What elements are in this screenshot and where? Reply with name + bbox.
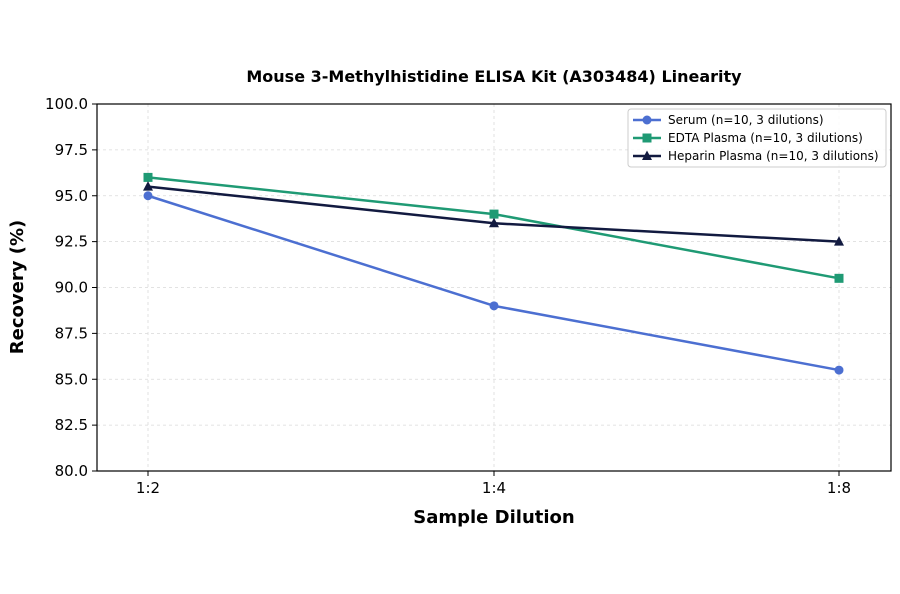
x-tick-label: 1:4 <box>482 479 506 497</box>
series-3 <box>143 181 844 246</box>
x-tick-label: 1:8 <box>827 479 851 497</box>
y-tick-label: 95.0 <box>55 187 88 205</box>
data-point <box>143 191 153 201</box>
y-tick-label: 100.0 <box>45 95 88 113</box>
legend: Serum (n=10, 3 dilutions) EDTA Plasma (n=… <box>627 108 887 168</box>
data-point <box>489 209 499 219</box>
data-point <box>489 301 499 311</box>
data-point <box>834 236 844 246</box>
series-2 <box>143 172 844 283</box>
legend-label: Serum (n=10, 3 dilutions) <box>668 113 824 127</box>
legend-item: Serum (n=10, 3 dilutions) <box>633 113 824 127</box>
data-point <box>489 217 499 228</box>
y-tick-label: 87.5 <box>55 324 88 342</box>
y-axis-label: Recovery (%) <box>7 220 28 354</box>
data-point <box>143 172 153 182</box>
y-tick-label: 92.5 <box>55 233 88 251</box>
x-axis-label: Sample Dilution <box>413 507 574 528</box>
chart-title: Mouse 3-Methylhistidine ELISA Kit (A3034… <box>246 67 742 86</box>
data-point <box>834 273 844 283</box>
y-tick-label: 90.0 <box>55 279 88 297</box>
data-point <box>143 181 153 191</box>
tick-layer: 80.0 82.5 85.0 87.5 90.0 92.5 95.0 97.5 100.0 1:2… <box>45 95 851 497</box>
y-tick-label: 97.5 <box>55 141 88 159</box>
y-tick-label: 85.0 <box>55 370 88 388</box>
legend-label: EDTA Plasma (n=10, 3 dilutions) <box>668 131 863 145</box>
x-tick-label: 1:2 <box>136 479 160 497</box>
series-1 <box>143 191 844 375</box>
data-point <box>834 365 844 375</box>
legend-item: Heparin Plasma (n=10, 3 dilutions) <box>633 149 879 163</box>
series-layer <box>143 172 844 375</box>
y-tick-label: 80.0 <box>55 462 88 480</box>
legend-marker <box>642 150 652 160</box>
legend-box <box>627 108 887 168</box>
y-tick-label: 82.5 <box>55 416 88 434</box>
legend-marker <box>642 115 652 125</box>
legend-item: EDTA Plasma (n=10, 3 dilutions) <box>633 131 863 145</box>
legend-label: Heparin Plasma (n=10, 3 dilutions) <box>668 149 879 163</box>
legend-marker <box>642 133 652 143</box>
